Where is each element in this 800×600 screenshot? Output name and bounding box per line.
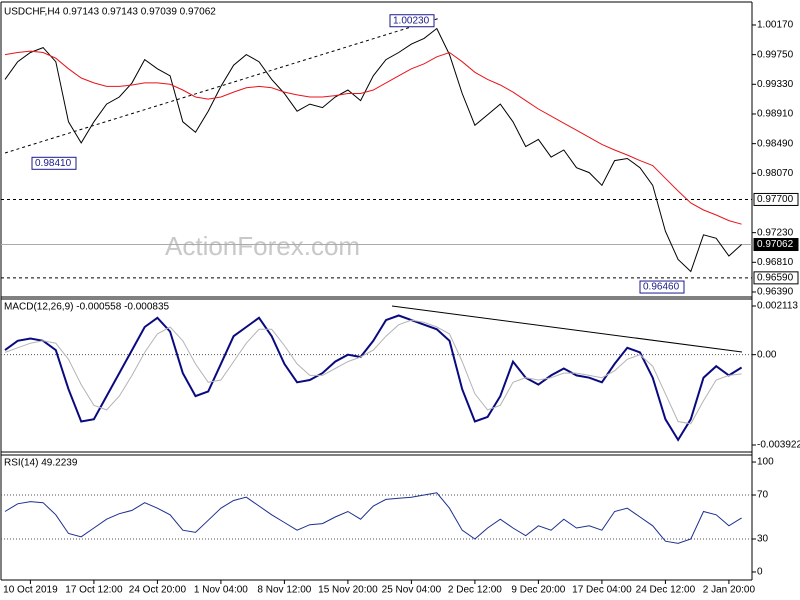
trendline xyxy=(391,305,743,353)
watermark: ActionForex.com xyxy=(165,231,360,261)
x-tick-label: 24 Dec 12:00 xyxy=(636,585,696,596)
series-line xyxy=(4,492,742,544)
y-tick-label: 1.00170 xyxy=(757,20,794,31)
y-tick-label: 0.002113 xyxy=(757,301,798,312)
y-tick-label: 0.97230 xyxy=(757,227,794,238)
y-tick-label: 0.98070 xyxy=(757,168,794,179)
x-tick-label: 24 Oct 20:00 xyxy=(129,585,187,596)
annotation-box xyxy=(31,156,77,170)
series-line xyxy=(4,50,742,225)
y-tick-label: 0.99750 xyxy=(757,49,794,60)
panel-title: USDCHF,H4 0.97143 0.97143 0.97039 0.9706… xyxy=(4,7,216,18)
x-tick-label: 17 Oct 12:00 xyxy=(65,585,123,596)
y-tick-label: 0.99330 xyxy=(757,79,794,90)
y-tick-label: 0.98490 xyxy=(757,138,794,149)
x-tick-label: 10 Oct 2019 xyxy=(3,585,58,596)
x-tick-label: 15 Nov 20:00 xyxy=(318,585,378,596)
trendline xyxy=(4,17,441,154)
level-label-box xyxy=(753,271,799,285)
annotation-box xyxy=(639,280,685,294)
y-tick-label: 0.98910 xyxy=(757,109,794,120)
x-tick-label: 1 Nov 04:00 xyxy=(194,585,248,596)
series-line xyxy=(4,27,742,273)
x-tick-label: 2 Dec 12:00 xyxy=(448,585,502,596)
level-label: 0.97700 xyxy=(757,194,794,205)
annotation-box xyxy=(389,14,435,28)
y-tick-label: 70 xyxy=(757,490,769,501)
y-tick-label: 100 xyxy=(757,457,774,468)
x-tick-label: 2 Jan 20:00 xyxy=(703,585,756,596)
y-tick-label: 30 xyxy=(757,534,769,545)
series-line xyxy=(4,314,743,442)
x-tick-label: 8 Nov 12:00 xyxy=(257,585,311,596)
last-price-label: 0.97062 xyxy=(757,239,794,250)
panel-title: RSI(14) 49.2239 xyxy=(4,458,78,469)
panel-title: MACD(12,26,9) -0.000558 -0.000835 xyxy=(4,302,170,313)
x-tick-label: 17 Dec 04:00 xyxy=(572,585,632,596)
y-tick-label: -0.003922 xyxy=(757,440,800,451)
annotation: 1.00230 xyxy=(393,15,430,26)
level-label-box xyxy=(753,192,799,206)
y-tick-label: 0.00 xyxy=(757,349,777,360)
last-price-label-box xyxy=(753,238,799,252)
y-tick-label: 0.96390 xyxy=(757,287,794,298)
annotation: 0.96460 xyxy=(643,282,680,293)
x-tick-label: 9 Dec 20:00 xyxy=(511,585,565,596)
x-tick-label: 25 Nov 04:00 xyxy=(382,585,442,596)
level-label: 0.96590 xyxy=(757,272,794,283)
series-line xyxy=(4,319,742,425)
y-tick-label: 0.96810 xyxy=(757,257,794,268)
annotation: 0.98410 xyxy=(35,158,72,169)
y-tick-label: 0 xyxy=(757,567,763,578)
